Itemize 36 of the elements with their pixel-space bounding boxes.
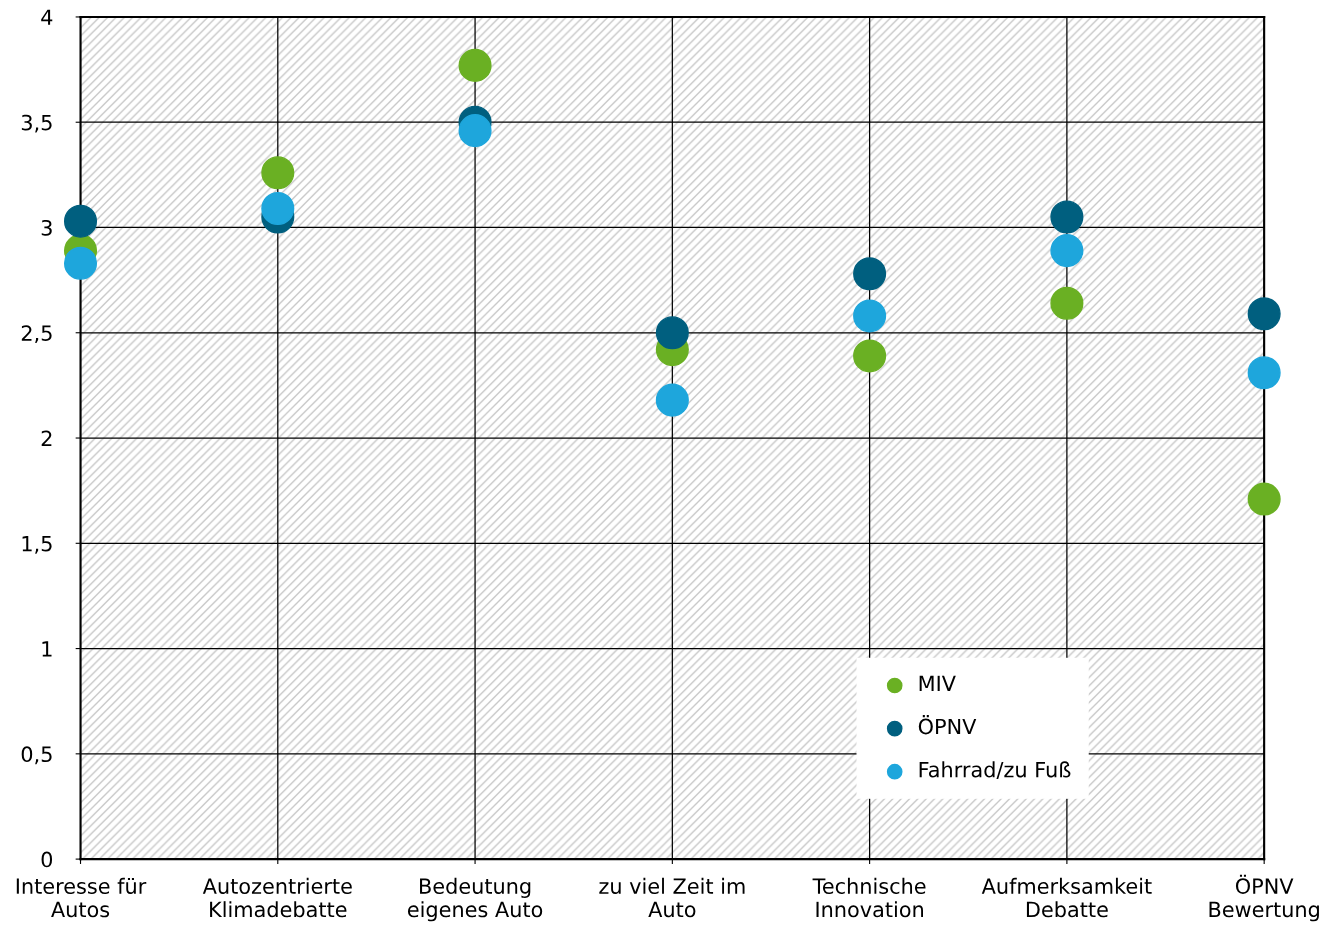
y-tick-label: 2,5: [21, 325, 52, 344]
legend-label: Fahrrad/zu Fuß: [919, 761, 1071, 780]
x-tick-label: ÖPNV Bewertung: [1209, 874, 1319, 922]
y-tick-label: 3,5: [21, 114, 52, 133]
point: [655, 383, 689, 417]
x-tick-label: Bedeutung eigenes Auto: [407, 877, 543, 922]
x-tick-label: zu viel Zeit im Auto: [599, 877, 745, 918]
y-tick-label: 1: [42, 641, 52, 657]
point: [1247, 356, 1281, 390]
y-tick-label: 1,5: [22, 536, 52, 554]
y-tick-label: 0,5: [21, 746, 52, 765]
legend-label: ÖPNV: [918, 715, 977, 735]
point: [1050, 286, 1084, 320]
point: [853, 339, 887, 373]
point: [853, 257, 887, 291]
point: [458, 114, 492, 148]
x-tick-label: Aufmerksamkeit Debatte: [981, 877, 1152, 918]
x-tick-label: Technische Innovation: [812, 877, 926, 918]
point: [63, 246, 98, 280]
point: [261, 156, 295, 190]
x-tick-label: Autozentrierte Klimadebatte: [202, 877, 352, 918]
x-tick-label: Interesse für Autos: [16, 877, 147, 918]
point: [1247, 297, 1281, 331]
point: [261, 192, 295, 226]
point: [655, 316, 689, 350]
point: [458, 48, 492, 82]
point: [853, 299, 887, 333]
y-tick-label: 2: [41, 430, 52, 446]
y-tick-label: 3: [41, 219, 52, 236]
y-tick-label: 0: [41, 851, 53, 868]
y-tick-label: 4: [41, 9, 53, 25]
point: [1050, 200, 1084, 234]
point: [1247, 482, 1281, 516]
point: [63, 204, 98, 238]
point: [1050, 234, 1084, 268]
legend-label: MIV: [919, 675, 956, 691]
